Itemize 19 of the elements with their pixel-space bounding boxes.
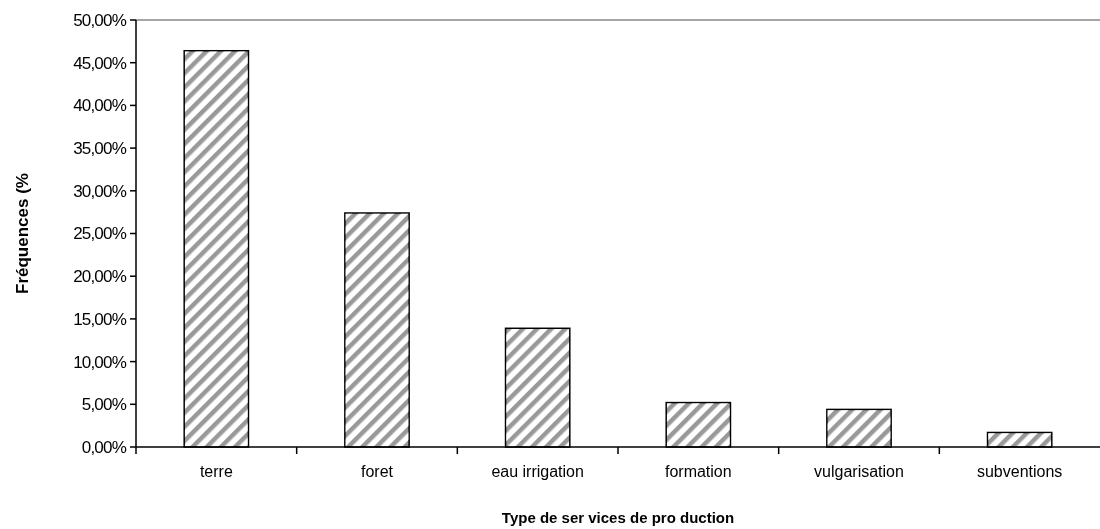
- y-tick-label: 40,00%: [73, 96, 127, 116]
- y-tick-label: 0,00%: [81, 437, 127, 457]
- y-tick-label: 45,00%: [73, 53, 127, 73]
- y-tick-label: 25,00%: [73, 224, 127, 244]
- x-tick-label: terre: [199, 463, 233, 480]
- y-tick-label: 20,00%: [73, 267, 127, 287]
- x-axis-title: Type de ser vices de pro duction: [501, 509, 735, 526]
- x-tick-label: foret: [360, 463, 394, 480]
- x-tick-label: subventions: [976, 463, 1063, 480]
- x-tick-label: formation: [664, 463, 732, 480]
- y-tick-label: 15,00%: [73, 309, 127, 329]
- y-tick-label: 5,00%: [81, 395, 127, 415]
- y-tick-label: 30,00%: [73, 181, 127, 201]
- x-tick-label: vulgarisation: [814, 463, 904, 480]
- x-tick-label: eau irrigation: [491, 463, 584, 480]
- y-axis-title: Fréquences (%: [13, 173, 32, 294]
- y-tick-label: 35,00%: [73, 139, 127, 159]
- y-tick-label: 10,00%: [73, 352, 127, 372]
- y-tick-label: 50,00%: [73, 10, 127, 30]
